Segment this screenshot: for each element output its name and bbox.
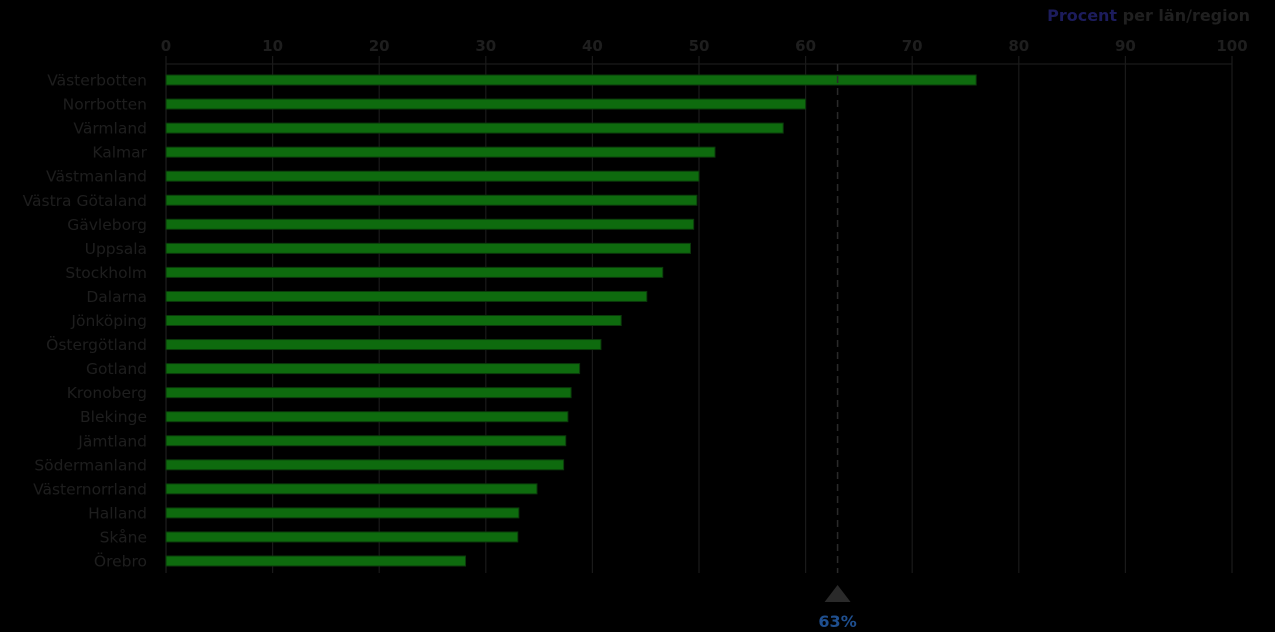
- bar: [165, 507, 520, 519]
- reference-label: 63%: [818, 612, 856, 631]
- x-tick-label: 60: [795, 37, 816, 55]
- chart-title-unit: Procent: [1047, 6, 1118, 25]
- category-label: Kronoberg: [67, 384, 147, 402]
- chart-title-rest: per län/region: [1122, 6, 1250, 25]
- bar: [165, 98, 807, 110]
- category-label: Västerbotten: [47, 72, 147, 90]
- bar: [165, 483, 538, 495]
- x-tick-label: 0: [161, 37, 171, 55]
- bar: [165, 363, 581, 375]
- category-label: Kalmar: [92, 144, 147, 162]
- bar: [165, 290, 648, 302]
- bar: [165, 146, 716, 158]
- category-label: Västernorrland: [33, 480, 147, 498]
- x-tick-label: 90: [1115, 37, 1136, 55]
- bar: [165, 387, 572, 399]
- x-tick-label: 40: [582, 37, 603, 55]
- category-label: Gävleborg: [67, 216, 147, 234]
- bar: [165, 122, 784, 134]
- category-label: Skåne: [100, 528, 147, 546]
- category-label: Örebro: [94, 552, 147, 571]
- bar: [165, 170, 700, 182]
- x-tick-label: 80: [1008, 37, 1029, 55]
- bar: [165, 74, 977, 86]
- x-tick-label: 100: [1216, 37, 1247, 55]
- category-label: Östergötland: [46, 335, 147, 354]
- category-label: Blekinge: [80, 408, 147, 426]
- bar: [165, 339, 602, 351]
- category-label: Uppsala: [85, 240, 147, 258]
- category-label: Södermanland: [34, 456, 147, 474]
- bar: [165, 242, 691, 254]
- chart-title: Procent per län/region: [1047, 6, 1250, 25]
- category-label: Gotland: [86, 360, 147, 378]
- x-tick-label: 30: [475, 37, 496, 55]
- x-tick-label: 50: [689, 37, 710, 55]
- bar: [165, 459, 565, 471]
- x-tick-label: 20: [369, 37, 390, 55]
- category-label: Halland: [88, 504, 147, 522]
- category-label: Västra Götaland: [23, 192, 147, 210]
- category-label: Jönköping: [70, 312, 147, 330]
- category-label: Dalarna: [86, 288, 147, 306]
- x-tick-label: 10: [262, 37, 283, 55]
- bar: [165, 218, 695, 230]
- bar: [165, 555, 467, 567]
- bar: [165, 194, 698, 206]
- bar: [165, 435, 567, 447]
- bar: [165, 411, 569, 423]
- x-tick-label: 70: [902, 37, 923, 55]
- reference-marker-icon: [824, 585, 851, 602]
- category-label: Stockholm: [65, 264, 147, 282]
- category-label: Jämtland: [77, 432, 147, 450]
- bar: [165, 266, 664, 278]
- category-label: Värmland: [73, 120, 147, 138]
- category-label: Norrbotten: [63, 96, 147, 114]
- bar: [165, 315, 622, 326]
- category-label: Västmanland: [46, 168, 147, 186]
- bar: [165, 531, 519, 543]
